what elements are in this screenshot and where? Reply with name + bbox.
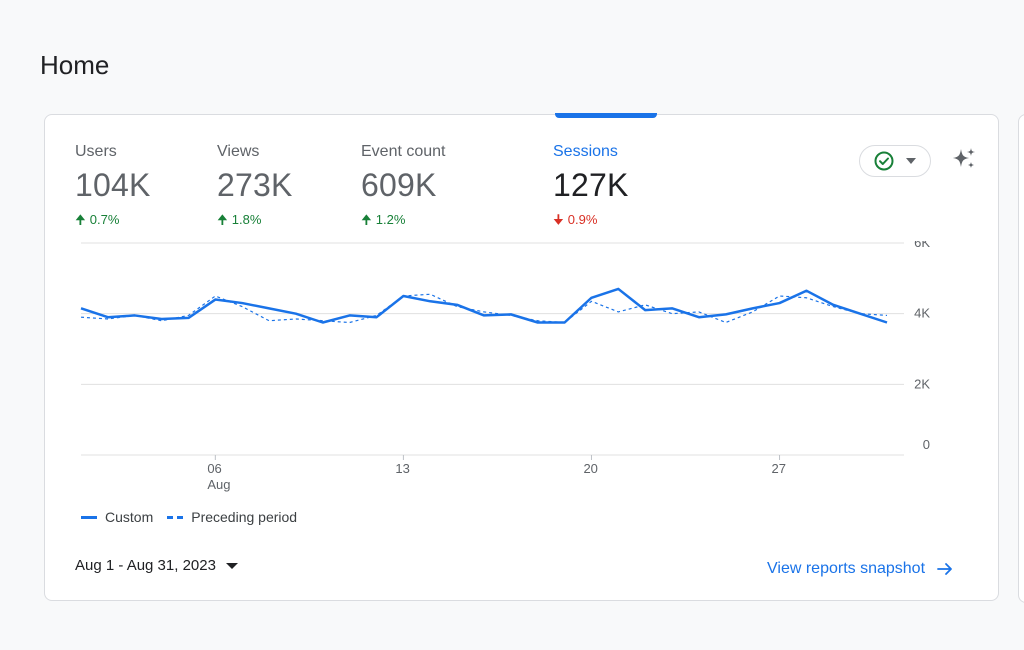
series-line-preceding [80,293,888,324]
arrow-up-icon: 🠉 [75,212,86,227]
metric-change-value: 1.2% [375,212,406,227]
metric-value: 127K [553,167,629,203]
metric-change-value: 0.9% [567,212,598,227]
arrow-up-icon: 🠉 [217,212,228,227]
x-tick-label: 27 [772,461,786,476]
metric-change: 🠉 1.2% [361,212,446,227]
metric-change: 🠋 0.9% [553,212,629,227]
caret-down-icon [225,562,238,569]
dashed-line-swatch [167,515,184,519]
metric-users[interactable]: Users 104K 🠉 0.7% [75,143,151,227]
legend-custom[interactable]: Custom [81,509,153,525]
y-tick-label: 6K [914,241,930,250]
metric-label: Sessions [553,143,618,160]
date-range-selector[interactable]: Aug 1 - Aug 31, 2023 [75,557,238,574]
legend-custom-label: Custom [105,509,154,525]
x-tick-label: 06 [207,461,221,476]
sparkle-icon[interactable] [950,145,978,173]
page-title: Home [40,50,110,80]
legend-preceding-label: Preceding period [191,509,298,525]
series-line-custom [80,287,888,324]
x-tick-label: 20 [583,461,597,476]
metric-value: 104K [75,167,151,203]
y-tick-label: 4K [914,306,930,321]
metric-value: 609K [361,167,437,203]
metric-event-count[interactable]: Event count 609K 🠉 1.2% [361,143,446,227]
solid-line-swatch [81,515,97,519]
metric-label: Event count [361,143,446,160]
selected-metric-indicator [555,113,657,118]
metric-change-value: 0.7% [89,212,120,227]
view-reports-snapshot-link[interactable]: View reports snapshot [767,560,953,578]
legend-preceding[interactable]: Preceding period [167,509,297,525]
metric-views[interactable]: Views 273K 🠉 1.8% [217,143,293,227]
y-tick-label: 2K [914,376,930,391]
caret-down-icon [906,158,916,164]
arrow-down-icon: 🠋 [553,212,564,227]
metric-change-value: 1.8% [231,212,262,227]
metric-change: 🠉 0.7% [75,212,151,227]
arrow-up-icon: 🠉 [361,212,372,227]
metric-change: 🠉 1.8% [217,212,293,227]
comparison-toggle[interactable] [859,145,931,177]
chart-legend: Custom Preceding period [81,509,311,525]
overview-card: Users 104K 🠉 0.7% Views 273K 🠉 1.8% Even… [44,113,999,601]
x-tick-sublabel: Aug [207,477,230,492]
adjacent-card-edge [1018,114,1024,603]
metric-value: 273K [217,167,293,203]
check-circle-icon [874,151,894,171]
y-tick-label: 0 [923,437,930,452]
date-range-label: Aug 1 - Aug 31, 2023 [75,557,216,574]
arrow-right-icon [937,563,952,575]
metric-label: Users [75,143,117,160]
metric-sessions[interactable]: Sessions 127K 🠋 0.9% [553,143,629,227]
x-tick-label: 13 [395,461,409,476]
metric-label: Views [217,143,260,160]
view-link-label: View reports snapshot [767,560,926,577]
